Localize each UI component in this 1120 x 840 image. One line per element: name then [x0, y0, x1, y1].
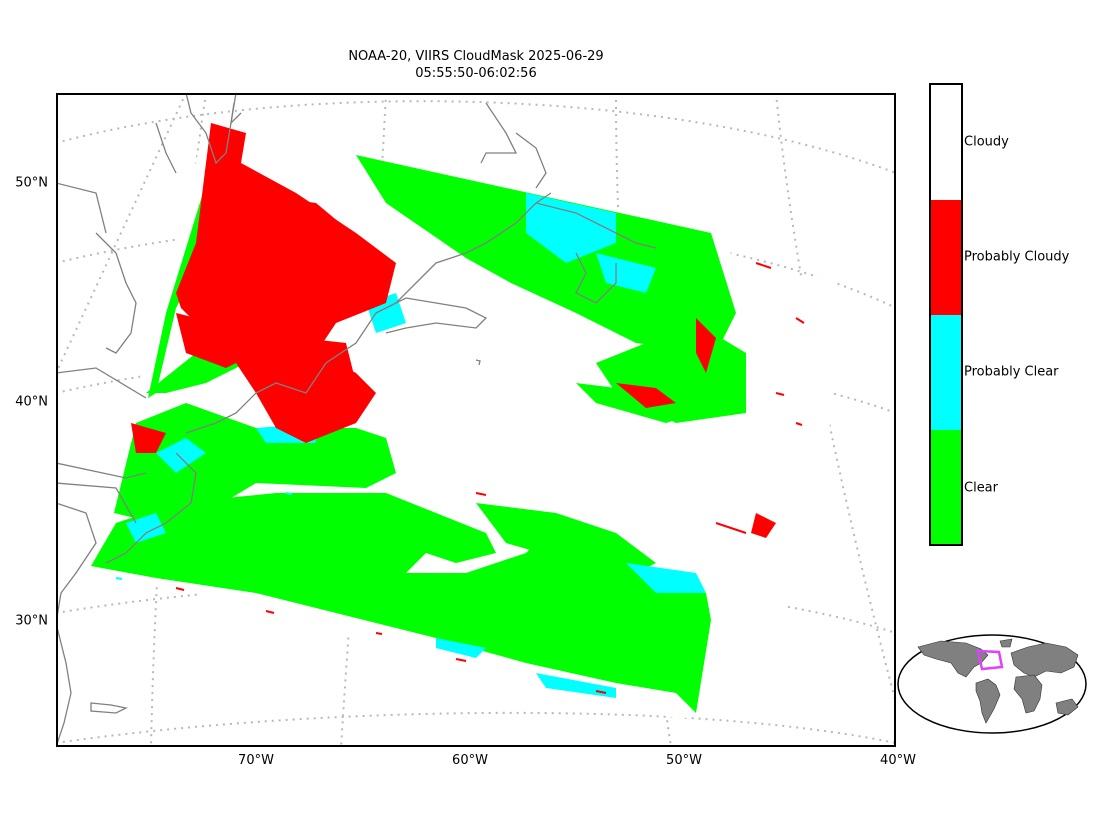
legend-swatch-clear [931, 430, 961, 544]
lon-tick-60: 60°W [452, 753, 488, 768]
inset-swath-highlight [976, 649, 1004, 671]
lat-tick-30: 30°N [15, 613, 48, 629]
legend-colorbar [929, 83, 963, 546]
lat-tick-40: 40°N [15, 394, 48, 410]
legend-swatch-cloudy [931, 85, 961, 200]
title-line-1: NOAA-20, VIIRS CloudMask 2025-06-29 [348, 49, 604, 64]
probably-cloudy-region [131, 123, 776, 538]
lon-tick-40: 40°W [880, 753, 916, 768]
lat-tick-50: 50°N [15, 175, 48, 191]
map-canvas [58, 95, 894, 745]
legend-label-probably-cloudy: Probably Cloudy [964, 249, 1070, 265]
title-line-2: 05:55:50-06:02:56 [415, 66, 537, 81]
legend-label-clear: Clear [964, 480, 998, 496]
lon-tick-70: 70°W [238, 753, 274, 768]
swath [91, 123, 836, 720]
legend-swatch-probably-clear [931, 315, 961, 430]
map-panel[interactable] [56, 93, 896, 747]
inset-world-map [896, 633, 1088, 735]
lon-tick-50: 50°W [666, 753, 702, 768]
inset-land [917, 638, 1079, 724]
map-title: NOAA-20, VIIRS CloudMask 2025-06-29 05:5… [56, 48, 896, 82]
coastlines [58, 95, 657, 744]
legend-swatch-probably-cloudy [931, 200, 961, 315]
legend-label-cloudy: Cloudy [964, 134, 1009, 150]
swath-noise [115, 262, 805, 694]
legend-label-probably-clear: Probably Clear [964, 364, 1059, 380]
